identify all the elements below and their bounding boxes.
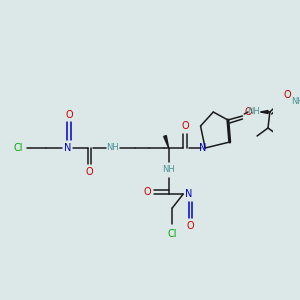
Text: Cl: Cl (167, 229, 177, 239)
Text: NH: NH (291, 98, 300, 106)
Polygon shape (164, 136, 169, 148)
Text: O: O (244, 107, 252, 117)
Text: O: O (144, 187, 152, 197)
Text: O: O (85, 167, 93, 177)
Text: NH: NH (247, 107, 260, 116)
Text: O: O (187, 221, 194, 231)
Text: O: O (283, 90, 291, 100)
Text: O: O (181, 121, 189, 131)
Text: NH: NH (106, 143, 118, 152)
Text: Cl: Cl (14, 143, 23, 153)
Text: N: N (64, 143, 71, 153)
Text: NH: NH (162, 166, 175, 175)
Text: N: N (199, 143, 206, 153)
Polygon shape (261, 110, 268, 113)
Text: N: N (185, 189, 192, 199)
Text: O: O (65, 110, 73, 120)
